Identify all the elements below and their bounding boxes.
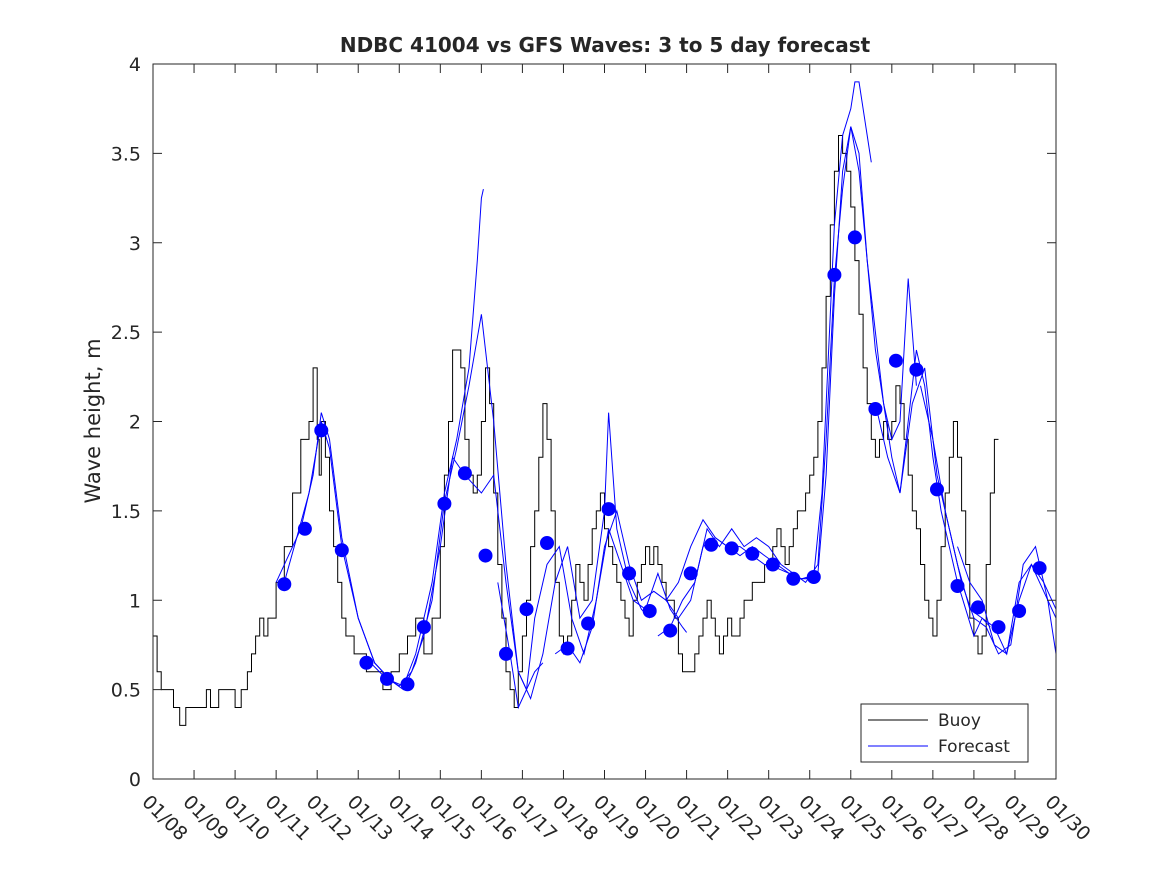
forecast-point bbox=[334, 543, 349, 558]
forecast-point bbox=[400, 677, 415, 692]
forecast-point bbox=[765, 557, 780, 572]
y-tick-label: 2.5 bbox=[111, 322, 141, 344]
y-tick-label: 1.5 bbox=[111, 501, 141, 523]
legend: Buoy Forecast bbox=[860, 703, 1029, 763]
forecast-point bbox=[297, 521, 312, 536]
y-tick-label: 0 bbox=[129, 769, 141, 791]
forecast-point bbox=[601, 502, 616, 517]
y-tick-label: 3.5 bbox=[111, 143, 141, 165]
forecast-point bbox=[930, 482, 944, 497]
forecast-point bbox=[478, 548, 493, 563]
forecast-point bbox=[540, 536, 554, 550]
plot-area: 00.511.522.533.5401/0801/0901/1001/1101/… bbox=[111, 54, 1095, 845]
forecast-point bbox=[806, 570, 821, 584]
forecast-point bbox=[519, 602, 534, 617]
forecast-point bbox=[971, 600, 985, 615]
forecast-point bbox=[909, 362, 924, 377]
forecast-point bbox=[868, 402, 883, 416]
forecast-line-3 bbox=[370, 412, 651, 701]
forecast-line-11 bbox=[957, 546, 1057, 655]
forecast-point bbox=[622, 566, 637, 581]
axes-background bbox=[153, 64, 1056, 779]
forecast-point bbox=[847, 230, 862, 245]
forecast-point bbox=[359, 655, 374, 670]
buoy-line bbox=[153, 135, 999, 726]
legend-box bbox=[860, 703, 1029, 763]
forecast-point bbox=[827, 267, 842, 282]
y-tick-label: 4 bbox=[129, 54, 141, 76]
forecast-point bbox=[663, 623, 678, 638]
forecast-point bbox=[1032, 561, 1047, 576]
forecast-point bbox=[888, 353, 903, 368]
forecast-point bbox=[1012, 604, 1027, 618]
y-tick-label: 3 bbox=[129, 233, 141, 255]
forecast-point bbox=[560, 641, 575, 656]
y-axis-label: Wave height, m bbox=[81, 338, 105, 503]
forecast-point bbox=[437, 496, 452, 511]
forecast-point bbox=[786, 571, 801, 586]
chart-title: NDBC 41004 vs GFS Waves: 3 to 5 day fore… bbox=[340, 33, 871, 57]
forecast-point bbox=[380, 671, 394, 686]
legend-buoy-label: Buoy bbox=[938, 711, 981, 731]
forecast-point bbox=[277, 577, 292, 592]
forecast-point bbox=[416, 620, 431, 635]
y-tick-label: 0.5 bbox=[111, 680, 141, 702]
y-tick-label: 2 bbox=[129, 412, 141, 434]
forecast-point bbox=[642, 604, 657, 618]
forecast-point bbox=[745, 546, 760, 561]
forecast-point bbox=[950, 579, 965, 593]
forecast-point bbox=[314, 423, 329, 438]
forecast-point bbox=[499, 646, 513, 661]
forecast-point bbox=[457, 466, 472, 481]
forecast-point bbox=[683, 566, 698, 581]
forecast-point bbox=[704, 537, 719, 552]
forecast-point bbox=[581, 616, 596, 631]
y-tick-label: 1 bbox=[129, 590, 141, 612]
legend-forecast-label: Forecast bbox=[938, 737, 1010, 757]
forecast-point bbox=[724, 541, 739, 556]
forecast-point bbox=[991, 620, 1006, 635]
